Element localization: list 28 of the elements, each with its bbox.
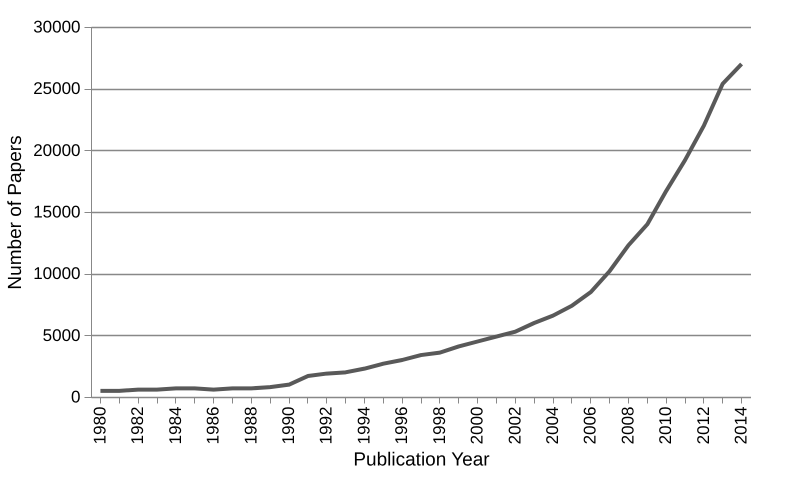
- line-series: [98, 62, 744, 393]
- x-tick-label: 2008: [618, 406, 638, 444]
- x-tick-label: 2004: [543, 406, 562, 444]
- x-tick-label: 2012: [694, 406, 713, 444]
- x-tick-label: 1980: [90, 406, 110, 444]
- x-tick-label: 2006: [580, 406, 600, 444]
- x-tick-label: 1986: [204, 406, 223, 444]
- y-tick-label: 25000: [33, 79, 80, 98]
- x-tick-label: 1984: [166, 406, 185, 444]
- y-tick-label: 15000: [33, 202, 80, 222]
- y-tick-label: 20000: [33, 140, 80, 160]
- x-tick-label: 1982: [128, 406, 148, 444]
- x-tick-label: 1996: [392, 406, 412, 444]
- x-tick-label: 2000: [468, 406, 487, 444]
- x-tick-label: 1988: [241, 406, 260, 444]
- y-tick-label: 0: [71, 388, 80, 406]
- x-axis-title: Publication Year: [353, 449, 490, 470]
- y-tick-label: 5000: [42, 326, 80, 345]
- x-tick-label: 1990: [279, 406, 298, 444]
- x-tick-label: 1994: [354, 406, 374, 444]
- x-tick-label: 1992: [316, 406, 336, 444]
- y-tick-label: 10000: [33, 264, 80, 284]
- x-tick-label: 2010: [656, 406, 676, 444]
- x-tick-label: 1998: [430, 406, 449, 444]
- x-tick-label: 2014: [732, 406, 751, 444]
- y-axis-title: Number of Papers: [5, 135, 26, 290]
- y-tick-label: 30000: [33, 18, 80, 36]
- x-tick-label: 2002: [505, 406, 524, 444]
